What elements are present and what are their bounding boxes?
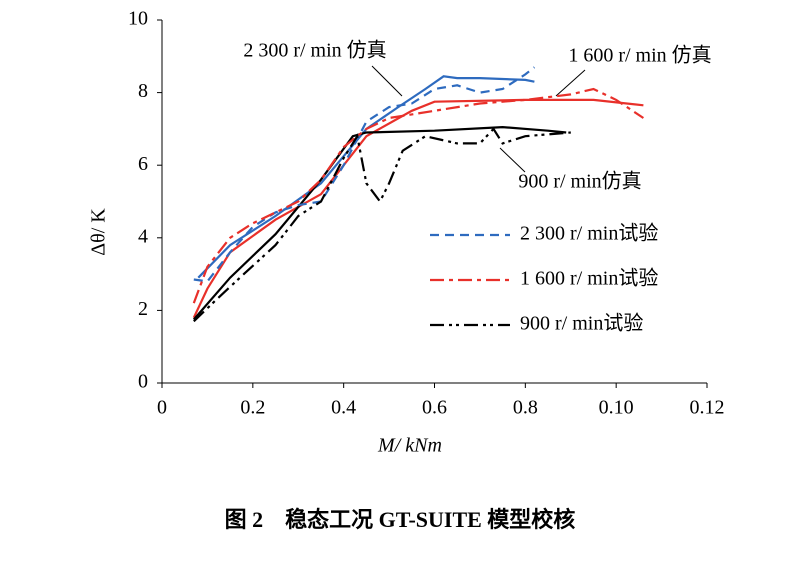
series-line [192, 125, 567, 321]
legend-label: 900 r/ min试验 [520, 312, 643, 335]
series-line [197, 75, 535, 279]
y-axis-label: Δθ/ K [88, 208, 110, 256]
x-axis-label: M/ kNm [377, 435, 442, 457]
y-tick-label: 4 [138, 225, 148, 247]
annotation: 2 300 r/ min 仿真 [243, 39, 386, 62]
annotation: 900 r/ min仿真 [518, 170, 641, 193]
annotation-leader [371, 65, 403, 97]
y-tick-label: 0 [138, 371, 148, 393]
x-tick-label: 0.8 [513, 397, 538, 419]
series-line [193, 127, 571, 323]
legend-label: 2 300 r/ min试验 [520, 222, 658, 245]
y-tick-label: 10 [128, 8, 148, 30]
x-tick-label: 0.10 [599, 397, 634, 419]
series-line [193, 66, 536, 283]
y-tick-label: 6 [138, 153, 148, 175]
series-line [192, 98, 644, 319]
x-tick-label: 0.12 [690, 397, 725, 419]
x-tick-label: 0 [157, 397, 167, 419]
series-line [192, 87, 645, 304]
y-tick-label: 2 [138, 298, 148, 320]
x-tick-label: 0.2 [240, 397, 265, 419]
y-tick-label: 8 [138, 80, 148, 102]
legend-label: 1 600 r/ min试验 [520, 267, 658, 290]
annotation-leader [555, 69, 586, 97]
annotation-leader [499, 147, 526, 173]
annotation: 1 600 r/ min 仿真 [568, 44, 711, 67]
x-tick-label: 0.6 [422, 397, 447, 419]
chart-title: 图 2 稳态工况 GT-SUITE 模型校核 [225, 507, 576, 532]
x-tick-label: 0.4 [331, 397, 356, 419]
